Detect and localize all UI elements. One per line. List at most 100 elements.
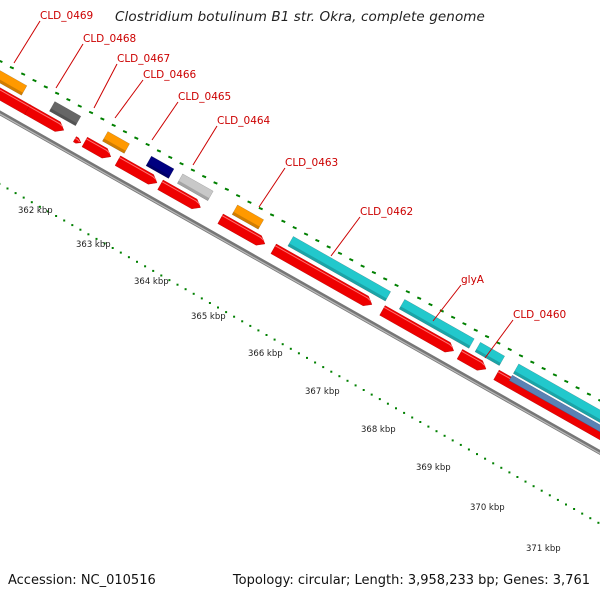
ticks-layer	[0, 54, 600, 542]
outer-ruler-dash	[191, 169, 195, 171]
tick-label: 370 kbp	[470, 503, 505, 513]
inner-ruler-dot	[508, 471, 510, 473]
inner-ruler-dot	[403, 412, 405, 414]
inner-ruler-dot	[314, 362, 316, 364]
tick-label: 367 kbp	[305, 387, 340, 397]
inner-ruler-dot	[144, 265, 146, 267]
gene-leader-line	[259, 168, 285, 207]
outer-ruler-dash	[78, 105, 82, 107]
inner-ruler-dot	[290, 348, 292, 350]
outer-ruler-dash	[214, 182, 218, 184]
map-title: Clostridium botulinum B1 str. Okra, comp…	[0, 9, 600, 25]
inner-ruler-dot	[185, 288, 187, 290]
inner-ruler-dot	[549, 494, 551, 496]
inner-ruler-dot	[241, 320, 243, 322]
inner-ruler-dot	[79, 229, 81, 231]
outer-ruler-dash	[123, 131, 127, 133]
gene-label: CLD_0464	[217, 115, 271, 127]
gene-leader-line	[14, 21, 40, 63]
outer-ruler-dash	[485, 336, 489, 338]
outer-ruler-dash	[146, 144, 150, 146]
tick-label: 364 kbp	[134, 277, 169, 287]
outer-ruler-dash	[33, 80, 37, 82]
outer-ruler-dash	[10, 67, 14, 69]
inner-ruler-dot	[282, 343, 284, 345]
inner-ruler-dot	[87, 233, 89, 235]
inner-ruler-dot	[23, 197, 25, 199]
inner-ruler-dot	[322, 366, 324, 368]
inner-ruler-dot	[249, 325, 251, 327]
inner-ruler-dot	[573, 508, 575, 510]
outer-ruler-dash	[406, 291, 410, 293]
outer-ruler-dash	[383, 278, 387, 280]
outer-ruler-dash	[463, 323, 467, 325]
features-layer	[0, 51, 600, 470]
inner-ruler-dot	[112, 247, 114, 249]
inner-ruler-dot	[233, 316, 235, 318]
gene-label: CLD_0460	[513, 309, 566, 321]
inner-ruler-dot	[31, 201, 33, 203]
tick-label: 368 kbp	[361, 425, 396, 435]
outer-ruler-dash	[168, 157, 172, 159]
gene-leader-line	[485, 320, 513, 358]
outer-ruler-dash	[157, 150, 161, 152]
inner-ruler-dot	[55, 215, 57, 217]
tick-label: 362 kbp	[18, 206, 53, 216]
tick-label: 363 kbp	[76, 240, 111, 250]
outer-ruler-dash	[134, 137, 138, 139]
inner-ruler-dot	[193, 293, 195, 295]
outer-ruler-dash	[417, 297, 421, 299]
outer-ruler-dash	[372, 272, 376, 274]
inner-ruler-dot	[436, 430, 438, 432]
tick-label: 369 kbp	[416, 463, 451, 473]
outer-ruler-dash	[55, 93, 59, 95]
outer-ruler-dash	[361, 265, 365, 267]
inner-ruler-dot	[177, 284, 179, 286]
labels-layer: CLD_0469CLD_0468CLD_0467CLD_0466CLD_0465…	[14, 10, 566, 554]
outer-ruler-dash	[248, 201, 252, 203]
outer-ruler-dash	[508, 349, 512, 351]
gene-leader-line	[331, 217, 360, 256]
outer-ruler-dash	[564, 381, 568, 383]
inner-ruler-dot	[541, 490, 543, 492]
inner-ruler-dot	[411, 417, 413, 419]
outer-ruler-dash	[587, 393, 591, 395]
inner-ruler-dot	[152, 270, 154, 272]
inner-ruler-dot	[257, 329, 259, 331]
inner-ruler-dot	[597, 522, 599, 524]
inner-ruler-dot	[330, 371, 332, 373]
inner-ruler-dot	[581, 513, 583, 515]
tick-label: 365 kbp	[191, 312, 226, 322]
outer-ruler-dash	[519, 355, 523, 357]
inner-ruler-dot	[500, 467, 502, 469]
inner-ruler-dot	[589, 517, 591, 519]
inner-ruler-dot	[419, 421, 421, 423]
genome-summary-text: Topology: circular; Length: 3,958,233 bp…	[233, 573, 590, 588]
outer-ruler-dash	[553, 374, 557, 376]
inner-ruler-dot	[387, 403, 389, 405]
inner-ruler-dot	[120, 252, 122, 254]
gene-leader-line	[56, 44, 83, 88]
outer-ruler-dash	[67, 99, 71, 101]
gene-label: CLD_0466	[143, 69, 197, 81]
outer-ruler-dash	[315, 240, 319, 242]
outer-ruler-dash	[259, 208, 263, 210]
gene-label: CLD_0468	[83, 33, 136, 45]
inner-ruler-dot	[460, 444, 462, 446]
inner-ruler-dot	[427, 426, 429, 428]
gene-label: CLD_0467	[117, 53, 170, 65]
outer-ruler-dash	[451, 317, 455, 319]
inner-ruler-dot	[533, 485, 535, 487]
inner-ruler-dot	[7, 188, 9, 190]
inner-ruler-dot	[355, 384, 357, 386]
outer-ruler-dash	[21, 73, 25, 75]
inner-ruler-dot	[306, 357, 308, 359]
inner-ruler-dot	[492, 462, 494, 464]
inner-ruler-dot	[347, 380, 349, 382]
inner-ruler-dot	[217, 307, 219, 309]
outer-ruler-dash	[429, 304, 433, 306]
gene-leader-line	[152, 102, 178, 140]
gene-label: glyA	[461, 274, 485, 286]
inner-ruler-dot	[338, 375, 340, 377]
